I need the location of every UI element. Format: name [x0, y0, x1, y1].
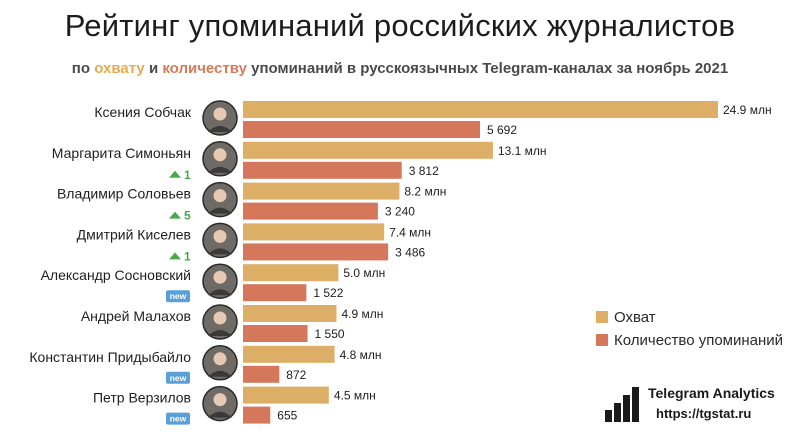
chart-title: Рейтинг упоминаний российских журналисто…	[64, 8, 736, 43]
up-arrow-icon	[169, 170, 181, 178]
bar-reach	[243, 305, 337, 322]
chart-row: Ксения Собчак 24.9 млн 5 692	[94, 100, 772, 138]
bar-reach-label: 4.5 млн	[334, 389, 376, 403]
bar-reach-label: 4.8 млн	[340, 348, 382, 362]
avatar	[202, 304, 238, 340]
legend-swatch-mentions	[596, 334, 608, 346]
legend-label-reach: Охват	[614, 309, 656, 326]
up-arrow-icon	[169, 211, 181, 219]
category-label: Ксения Собчак	[94, 104, 191, 120]
rank-change: 1	[169, 249, 191, 263]
bar-reach	[243, 264, 339, 282]
bar-mentions	[243, 284, 307, 302]
avatar	[202, 141, 238, 177]
bar-mentions	[243, 406, 271, 424]
bar-reach	[243, 182, 400, 200]
rank-change-value: 1	[184, 249, 191, 263]
bar-reach-label: 13.1 млн	[498, 144, 547, 158]
bar-reach-label: 8.2 млн	[404, 185, 446, 199]
category-label: Петр Верзилов	[93, 390, 191, 406]
bar-reach-label: 5.0 млн	[343, 266, 385, 280]
bar-mentions	[243, 365, 280, 383]
new-badge: new	[166, 371, 190, 384]
chart-row: Петр Верзилов new 4.5 млн 655	[93, 385, 376, 425]
rank-change: 5	[169, 209, 191, 223]
up-arrow-icon	[169, 252, 181, 260]
chart-row: Константин Придыбайло new 4.8 млн 872	[29, 345, 382, 384]
bar-mentions	[243, 161, 402, 179]
subtitle-and: и	[148, 60, 159, 77]
bar-mentions-label: 3 486	[395, 245, 425, 259]
avatar	[202, 263, 238, 299]
new-badge-label: new	[170, 414, 187, 424]
bar-mentions-label: 1 522	[313, 286, 343, 300]
subtitle-count-word: количеству	[162, 60, 247, 77]
new-badge: new	[166, 290, 190, 303]
bar-reach-label: 24.9 млн	[723, 103, 772, 117]
bar-reach	[243, 386, 329, 404]
avatar	[202, 100, 238, 136]
bar-mentions-label: 872	[286, 368, 306, 382]
bar-reach-label: 7.4 млн	[389, 225, 431, 239]
bar-chart-icon	[605, 387, 639, 422]
brand-name: Telegram Analytics	[648, 385, 775, 401]
bar-mentions-label: 655	[277, 409, 297, 423]
chart-row: Владимир Соловьев 5 8.2 млн 3 240	[57, 181, 446, 223]
rank-change-value: 1	[184, 168, 191, 182]
bar-reach-label: 4.9 млн	[341, 307, 383, 321]
rank-change: 1	[169, 168, 191, 182]
category-label: Дмитрий Киселев	[77, 226, 191, 242]
bar-mentions-label: 1 550	[315, 327, 345, 341]
bar-mentions	[243, 202, 378, 220]
category-label: Маргарита Симоньян	[52, 145, 191, 161]
bar-mentions	[243, 325, 308, 342]
legend-swatch-reach	[596, 311, 608, 323]
bar-reach	[243, 345, 335, 363]
avatar	[202, 345, 238, 381]
category-label: Андрей Малахов	[81, 308, 191, 324]
bar-mentions-label: 3 240	[385, 205, 415, 219]
chart-row: Дмитрий Киселев 1 7.4 млн 3 486	[77, 222, 431, 263]
bar-mentions	[243, 243, 389, 261]
legend-label-mentions: Количество упоминаний	[614, 332, 783, 349]
bar-reach	[243, 141, 493, 159]
category-label: Константин Придыбайло	[29, 349, 191, 365]
new-badge-label: new	[170, 373, 187, 383]
subtitle-reach-word: охвату	[94, 60, 145, 77]
subtitle-suffix: упоминаний в русскоязычных Telegram-кана…	[251, 60, 729, 77]
avatar	[202, 385, 238, 422]
subtitle-prefix: по	[71, 60, 91, 77]
avatar	[202, 222, 238, 259]
bar-reach	[243, 223, 385, 241]
bar-mentions	[243, 121, 480, 138]
bar-reach	[243, 101, 718, 118]
chart-row: Андрей Малахов 4.9 млн 1 550	[81, 304, 383, 342]
rank-change-value: 5	[184, 209, 191, 223]
legend: Охват Количество упоминаний	[596, 309, 783, 349]
bar-mentions-label: 5 692	[487, 123, 517, 137]
brand-block: Telegram Analytics https://tgstat.ru	[604, 385, 794, 425]
brand-url[interactable]: https://tgstat.ru	[656, 406, 752, 421]
avatar	[202, 181, 238, 218]
category-label: Александр Сосновский	[41, 267, 191, 283]
new-badge-label: new	[170, 291, 187, 301]
bar-mentions-label: 3 812	[409, 164, 439, 178]
category-label: Владимир Соловьев	[57, 186, 191, 202]
chart-row: Маргарита Симоньян 1 13.1 млн 3 812	[52, 141, 547, 182]
new-badge: new	[166, 412, 190, 425]
chart-subtitle: по охвату и количеству упоминаний в русс…	[0, 60, 800, 77]
